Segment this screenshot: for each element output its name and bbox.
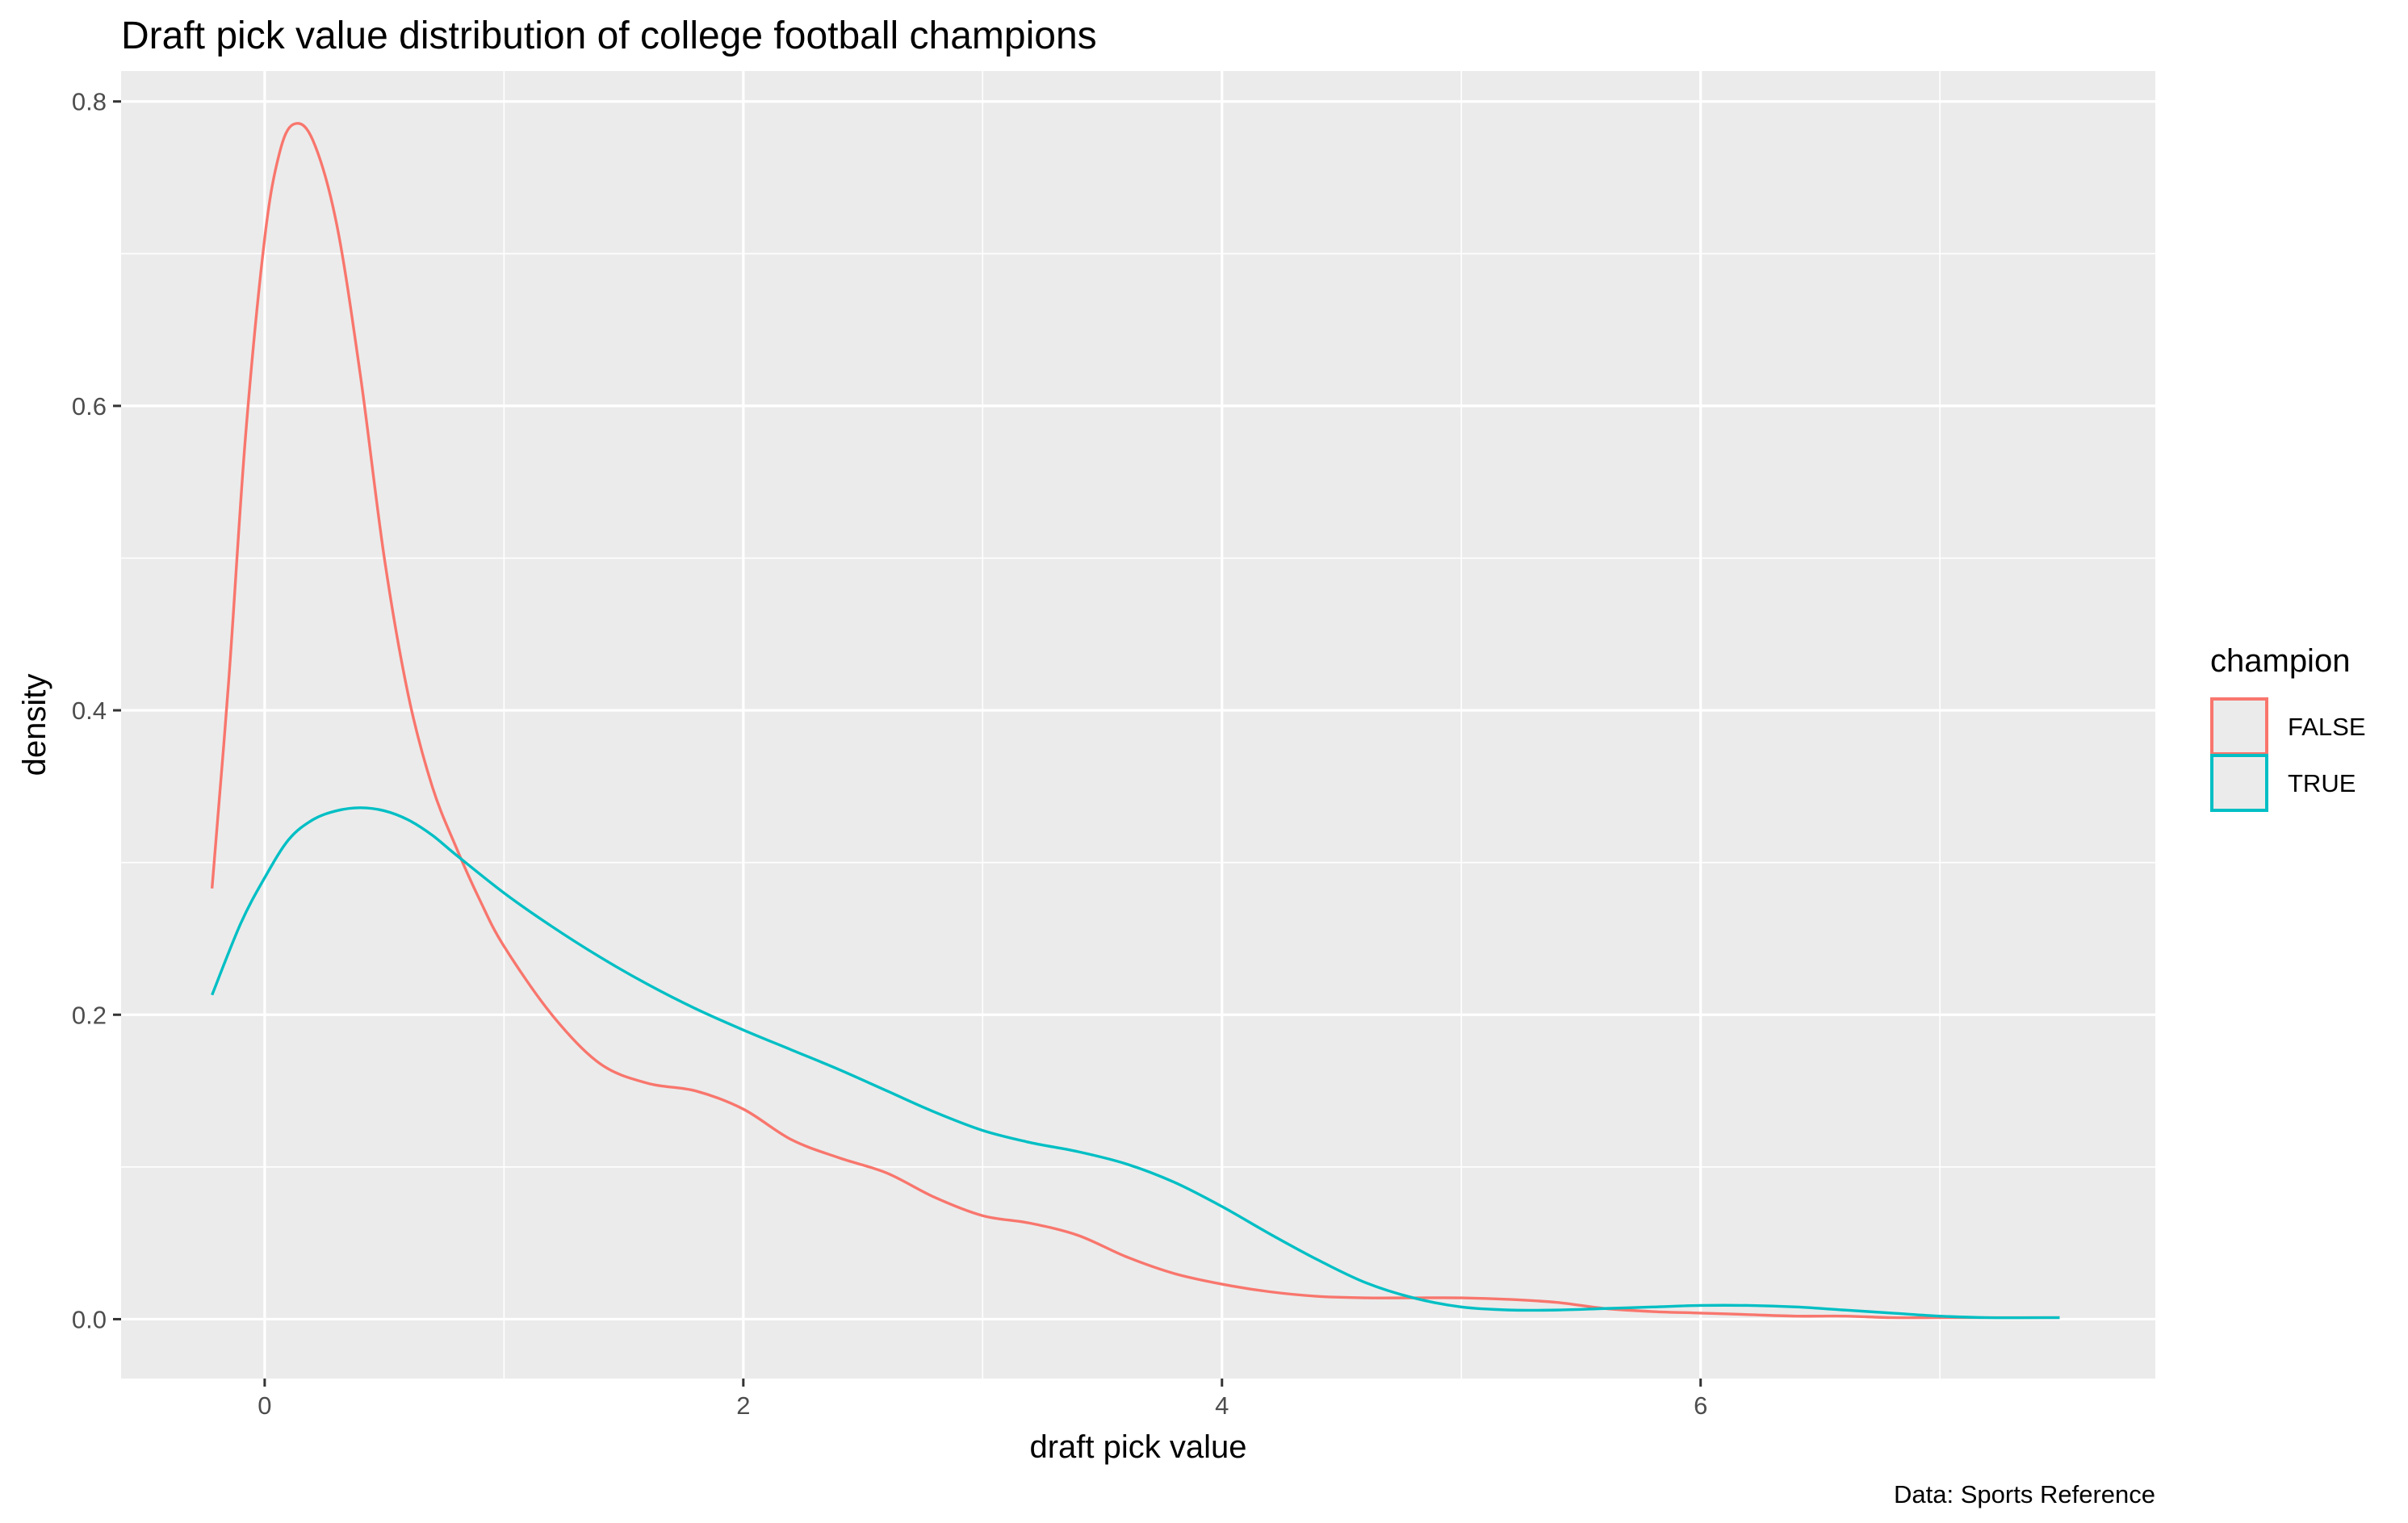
legend-label-false: FALSE [2288,713,2366,741]
legend-key-false [2210,697,2268,755]
legend-title: champion [2210,643,2350,679]
y-axis: 0.0 0.2 0.4 0.6 0.8 [72,88,121,1333]
legend-item-false: FALSE [2210,697,2366,755]
major-gridlines [121,71,2155,1379]
legend-label-true: TRUE [2288,769,2356,797]
density-series [210,122,2060,1320]
density-line-true [211,806,2060,1320]
legend-item-true: TRUE [2210,754,2356,812]
x-axis-title: draft pick value [1029,1429,1246,1465]
y-tick-label: 0.6 [72,392,107,420]
chart-title: Draft pick value distribution of college… [121,15,1097,57]
caption: Data: Sports Reference [1894,1480,2155,1508]
x-tick-label: 4 [1215,1391,1229,1420]
density-line-false [210,122,2060,1320]
x-tick-label: 6 [1694,1391,1707,1420]
x-tick-label: 2 [736,1391,750,1420]
x-tick-label: 0 [258,1391,271,1420]
y-tick-label: 0.8 [72,88,107,116]
legend-key-true [2210,754,2268,812]
y-tick-label: 0.0 [72,1305,107,1333]
legend: champion FALSE TRUE [2210,643,2366,812]
x-axis: 0 2 4 6 [258,1379,1707,1420]
y-axis-title: density [17,674,52,776]
y-tick-label: 0.4 [72,697,107,725]
plot-panel [121,71,2155,1379]
y-tick-label: 0.2 [72,1001,107,1029]
